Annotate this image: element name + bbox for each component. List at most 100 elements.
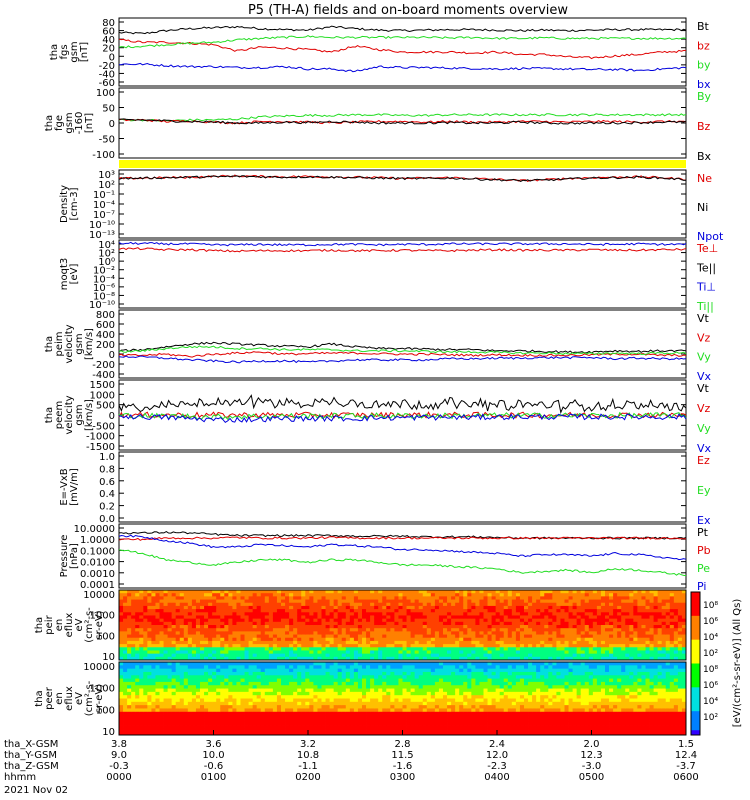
heatmap-cell: [212, 662, 217, 666]
heatmap-cell: [297, 665, 302, 670]
heatmap-cell: [345, 708, 351, 713]
heatmap-cell: [260, 602, 266, 607]
heatmap-cell: [540, 634, 545, 639]
heatmap-cell: [617, 650, 622, 655]
heatmap-cell: [503, 609, 509, 613]
heatmap-cell: [629, 637, 634, 642]
heatmap-cell: [386, 688, 391, 693]
heatmap-cell: [402, 665, 407, 670]
heatmap-cell: [297, 675, 302, 679]
heatmap-cell: [268, 618, 274, 623]
heatmap-cell: [447, 640, 452, 645]
heatmap-cell: [645, 593, 650, 597]
heatmap-cell: [402, 650, 407, 655]
heatmap-cell: [183, 653, 189, 658]
heatmap-cell: [661, 621, 667, 626]
heatmap-cell: [281, 599, 286, 604]
heatmap-cell: [236, 628, 241, 632]
heatmap-cell: [418, 634, 424, 639]
heatmap-cell: [151, 637, 156, 642]
heatmap-cell: [175, 725, 181, 729]
heatmap-cell: [119, 602, 124, 607]
heatmap-cell: [337, 662, 343, 666]
heatmap-cell: [394, 644, 399, 648]
heatmap-cell: [495, 656, 501, 661]
heatmap-cell: [398, 634, 403, 639]
heatmap-cell: [131, 662, 136, 666]
heatmap-cell: [309, 634, 314, 639]
heatmap-cell: [135, 609, 140, 613]
heatmap-cell: [305, 637, 310, 642]
heatmap-cell: [588, 618, 594, 623]
heatmap-cell: [491, 596, 497, 600]
heatmap-cell: [681, 605, 687, 610]
heatmap-cell: [532, 593, 537, 597]
heatmap-cell: [195, 685, 201, 689]
heatmap-cell: [232, 631, 237, 635]
heatmap-cell: [673, 637, 679, 642]
heatmap-cell: [629, 656, 634, 661]
heatmap-cell: [677, 590, 683, 594]
heatmap-cell: [139, 711, 144, 716]
heatmap-cell: [313, 628, 318, 632]
heatmap-cell: [564, 609, 569, 613]
heatmap-cell: [382, 653, 387, 658]
heatmap-cell: [260, 721, 266, 726]
heatmap-cell: [337, 637, 343, 642]
heatmap-cell: [499, 628, 505, 632]
heatmap-cell: [139, 718, 144, 723]
ylabel-line: velocity: [64, 395, 75, 434]
heatmap-cell: [135, 691, 140, 696]
heatmap-cell: [511, 618, 517, 623]
heatmap-cell: [426, 605, 432, 610]
heatmap-cell: [669, 602, 675, 607]
heatmap-cell: [613, 634, 618, 639]
heatmap-cell: [645, 612, 650, 616]
heatmap-cell: [325, 593, 330, 597]
heatmap-cell: [285, 681, 290, 686]
heatmap-cell: [248, 650, 254, 655]
heatmap-cell: [382, 631, 387, 635]
heatmap-cell: [394, 628, 399, 632]
ytick-label: -500: [92, 421, 115, 432]
legend-Vy: Vy: [697, 351, 711, 364]
heatmap-cell: [398, 653, 403, 658]
ytick-label: 0.0001: [80, 580, 115, 591]
heatmap-cell: [143, 650, 148, 655]
ylabel-line: tha: [49, 44, 60, 60]
heatmap-cell: [657, 625, 663, 629]
heatmap-cell: [183, 725, 189, 729]
heatmap-cell: [605, 596, 610, 600]
heatmap-cell: [236, 731, 241, 736]
heatmap-cell: [276, 675, 282, 679]
heatmap-cell: [374, 625, 379, 629]
heatmap-cell: [281, 725, 286, 729]
heatmap-cell: [637, 599, 642, 604]
heatmap-cell: [609, 621, 614, 626]
heatmap-cell: [183, 711, 189, 716]
heatmap-cell: [191, 711, 197, 716]
heatmap-cell: [276, 621, 282, 626]
ylabel-line: en: [54, 692, 65, 705]
heatmap-cell: [276, 605, 282, 610]
heatmap-cell: [410, 618, 416, 623]
heatmap-cell: [548, 621, 553, 626]
heatmap-cell: [366, 644, 371, 648]
heatmap-cell: [187, 705, 193, 709]
heatmap-cell: [264, 708, 270, 713]
heatmap-cell: [475, 656, 480, 661]
heatmap-cell: [281, 731, 286, 736]
heatmap-cell: [443, 653, 448, 658]
heatmap-cell: [317, 691, 322, 696]
heatmap-cell: [260, 621, 266, 626]
heatmap-cell: [576, 625, 582, 629]
heatmap-cell: [447, 605, 452, 610]
heatmap-cell: [681, 644, 687, 648]
heatmap-cell: [305, 593, 310, 597]
heatmap-cell: [293, 725, 298, 729]
heatmap-cell: [325, 602, 330, 607]
heatmap-cell: [240, 615, 245, 620]
heatmap-cell: [240, 715, 245, 719]
heatmap-cell: [641, 602, 646, 607]
heatmap-cell: [333, 681, 339, 686]
